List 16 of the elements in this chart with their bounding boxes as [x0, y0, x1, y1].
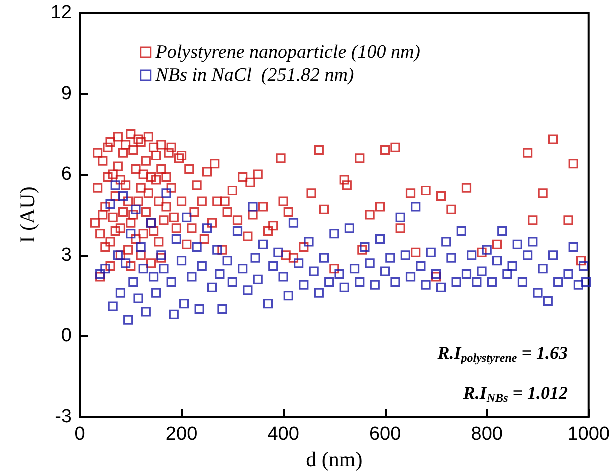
legend-label: Polystyrene nanoparticle (100 nm) — [154, 42, 421, 63]
x-tick-label: 800 — [471, 424, 503, 445]
y-tick-label: -3 — [55, 406, 72, 428]
x-tick-label: 400 — [268, 424, 300, 445]
y-axis-title: I (AU) — [16, 186, 40, 244]
x-tick-label: 1000 — [568, 424, 610, 445]
y-tick-label: 0 — [61, 326, 72, 347]
y-tick-label: 9 — [61, 83, 72, 104]
x-tick-label: 0 — [74, 424, 86, 445]
x-axis-title: d (nm) — [306, 448, 363, 472]
y-tick-label: 12 — [50, 2, 72, 24]
legend-label: NBs in NaCl (251.82 nm) — [154, 65, 354, 86]
x-tick-label: 200 — [166, 424, 198, 445]
y-tick-label: 6 — [61, 164, 72, 186]
y-tick-label: 3 — [61, 244, 72, 266]
x-tick-label: 600 — [369, 424, 402, 445]
